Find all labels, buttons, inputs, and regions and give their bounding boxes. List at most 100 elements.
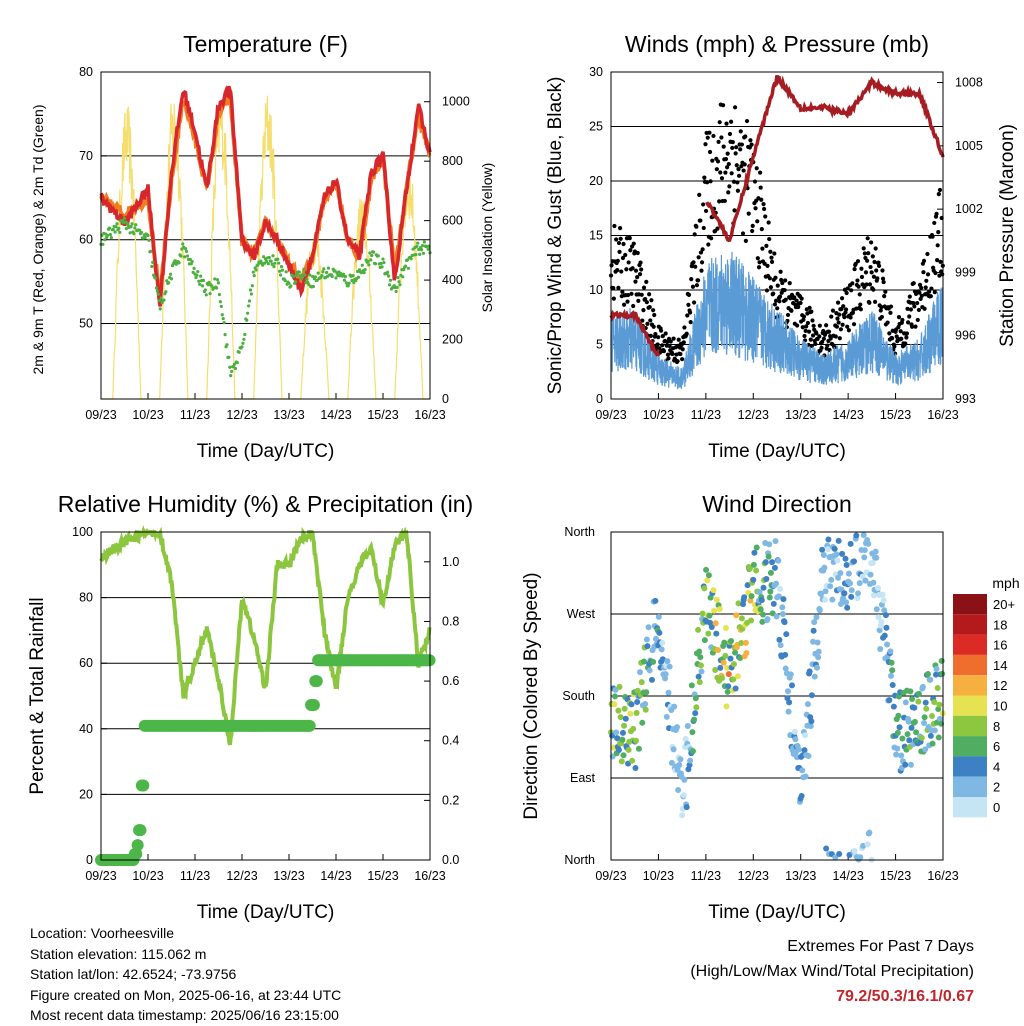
station-location: Location: Voorheesville <box>30 925 174 941</box>
direction-point <box>908 724 915 731</box>
gust-point <box>641 308 646 313</box>
dewpoint-point <box>218 300 222 304</box>
dir-xtick-label: 12/23 <box>738 869 769 883</box>
gust-point <box>878 308 883 313</box>
dewpoint-point <box>379 261 383 266</box>
rh-ytick-label: 80 <box>79 591 93 605</box>
dewpoint-point <box>372 250 376 254</box>
gust-point <box>863 270 869 275</box>
gust-point <box>861 246 866 251</box>
dewpoint-point <box>149 249 153 253</box>
dewpoint-point <box>198 282 202 287</box>
speed-legend-label: 6 <box>993 739 1000 754</box>
gust-point <box>723 156 729 162</box>
gust-point <box>824 323 829 328</box>
rh-y2tick-label: 0.0 <box>442 853 459 867</box>
dewpoint-point <box>139 230 144 234</box>
gust-point <box>726 190 731 195</box>
direction-point <box>783 631 790 638</box>
gust-point <box>628 248 633 253</box>
direction-point <box>854 595 861 602</box>
direction-point <box>851 848 858 855</box>
direction-point <box>799 767 806 774</box>
direction-point <box>632 764 639 771</box>
gust-point <box>789 308 794 313</box>
direction-point <box>899 735 906 742</box>
dewpoint-point <box>203 288 207 292</box>
wind-y2tick-label: 1008 <box>955 76 983 90</box>
direction-point <box>767 569 774 576</box>
direction-point <box>887 648 894 655</box>
gust-point <box>698 250 704 255</box>
direction-point <box>701 637 708 644</box>
gust-point <box>829 314 834 319</box>
direction-point <box>804 701 811 708</box>
gust-point <box>759 227 764 232</box>
dewpoint-point <box>421 251 426 255</box>
gust-point <box>725 165 730 170</box>
gust-point <box>900 317 905 323</box>
direction-point <box>934 685 941 692</box>
dewpoint-point <box>297 270 301 274</box>
direction-point <box>814 639 821 646</box>
wind-panel: Winds (mph) & Pressure (mb) Time (Day/UTC… <box>545 31 1018 462</box>
dir-ytick-label: West <box>567 607 596 621</box>
gust-point <box>741 168 746 173</box>
wind-xtick-label: 15/23 <box>880 408 911 422</box>
dewpoint-point <box>134 223 138 227</box>
gust-point <box>609 263 614 268</box>
temp-xtick-label: 10/23 <box>132 408 163 422</box>
direction-point <box>737 654 744 661</box>
gust-point <box>780 280 785 286</box>
gust-point <box>919 285 924 290</box>
rh-ytick-label: 100 <box>72 525 93 539</box>
direction-point <box>810 627 817 634</box>
gust-point <box>888 304 894 309</box>
gust-point <box>681 340 686 345</box>
gust-point <box>625 292 631 298</box>
gust-point <box>690 284 696 289</box>
wind-xtick-label: 11/23 <box>691 408 721 422</box>
wind-xtick-label: 09/23 <box>595 408 626 422</box>
gust-point <box>835 300 841 305</box>
gust-point <box>724 121 729 126</box>
gust-point <box>614 237 619 242</box>
gust-point <box>899 336 904 341</box>
direction-point <box>633 737 640 744</box>
gust-point <box>896 315 902 320</box>
gust-point <box>649 298 654 303</box>
direction-point <box>748 617 755 624</box>
gust-point <box>694 283 700 288</box>
direction-point <box>894 745 901 752</box>
direction-point <box>707 594 714 601</box>
gust-point <box>858 302 863 307</box>
gust-point <box>916 307 922 313</box>
direction-point <box>732 685 739 692</box>
direction-point <box>613 729 620 736</box>
direction-point <box>931 699 938 706</box>
dewpoint-point <box>292 274 296 278</box>
gust-point <box>718 170 723 175</box>
direction-point <box>857 854 864 861</box>
gust-point <box>660 333 665 339</box>
direction-point <box>630 725 637 732</box>
gust-point <box>644 279 649 284</box>
dewpoint-point <box>363 268 367 272</box>
direction-point <box>692 710 699 717</box>
dewpoint-point <box>249 292 253 296</box>
gust-point <box>845 324 850 329</box>
direction-point <box>820 552 827 559</box>
speed-legend-label: 8 <box>993 719 1000 734</box>
speed-legend-label: 16 <box>993 638 1007 653</box>
direction-point <box>771 564 778 571</box>
rh-xtick-label: 13/23 <box>273 869 304 883</box>
gust-point <box>856 284 861 289</box>
direction-point <box>881 607 888 614</box>
gust-point <box>905 306 910 311</box>
dewpoint-point <box>151 260 155 264</box>
gust-point <box>813 341 818 346</box>
gust-point <box>932 290 937 295</box>
direction-point <box>611 701 618 708</box>
direction-point <box>696 679 703 686</box>
gust-point <box>840 322 845 327</box>
